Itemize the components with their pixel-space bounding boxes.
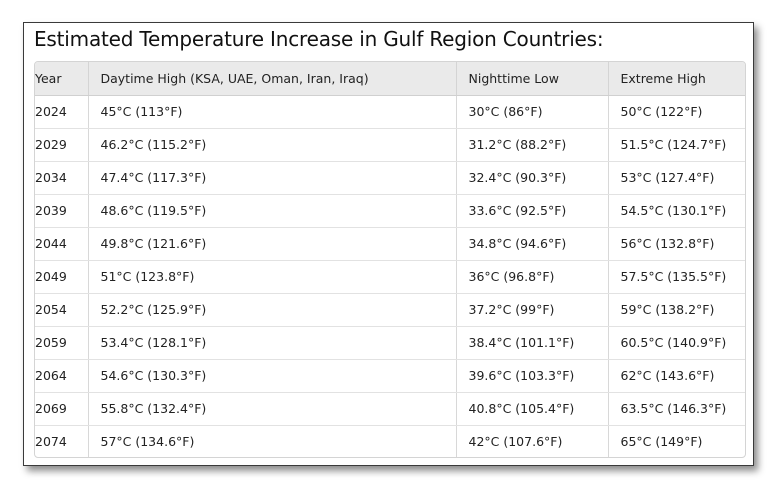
cell-year: 2054 (35, 293, 89, 327)
cell-nighttime-low: 38.4°C (101.1°F) (456, 326, 609, 360)
cell-nighttime-low: 31.2°C (88.2°F) (456, 128, 609, 162)
cell-daytime-high: 53.4°C (128.1°F) (88, 326, 457, 360)
table-row: 2029 46.2°C (115.2°F) 31.2°C (88.2°F) 51.5°… (35, 128, 745, 162)
column-header-extreme-high: Extreme High (608, 62, 745, 96)
cell-daytime-high: 57°C (134.6°F) (88, 425, 457, 457)
table-row: 2069 55.8°C (132.4°F) 40.8°C (105.4°F) 63.5… (35, 392, 745, 426)
table-row: 2064 54.6°C (130.3°F) 39.6°C (103.3°F) 62°C… (35, 359, 745, 393)
cell-year: 2034 (35, 161, 89, 195)
column-header-nighttime-low: Nighttime Low (456, 62, 609, 96)
cell-extreme-high: 51.5°C (124.7°F) (608, 128, 745, 162)
cell-daytime-high: 48.6°C (119.5°F) (88, 194, 457, 228)
cell-daytime-high: 52.2°C (125.9°F) (88, 293, 457, 327)
cell-daytime-high: 51°C (123.8°F) (88, 260, 457, 294)
cell-nighttime-low: 39.6°C (103.3°F) (456, 359, 609, 393)
cell-year: 2059 (35, 326, 89, 360)
table-row: 2044 49.8°C (121.6°F) 34.8°C (94.6°F) 56°C … (35, 227, 745, 261)
table-body: 2024 45°C (113°F) 30°C (86°F) 50°C (122°F) 2… (35, 95, 745, 457)
cell-extreme-high: 63.5°C (146.3°F) (608, 392, 745, 426)
cell-year: 2064 (35, 359, 89, 393)
cell-year: 2069 (35, 392, 89, 426)
cell-nighttime-low: 36°C (96.8°F) (456, 260, 609, 294)
cell-daytime-high: 45°C (113°F) (88, 95, 457, 129)
cell-daytime-high: 54.6°C (130.3°F) (88, 359, 457, 393)
header-row: Year Daytime High (KSA, UAE, Oman, Iran,… (35, 62, 745, 96)
cell-nighttime-low: 33.6°C (92.5°F) (456, 194, 609, 228)
cell-year: 2024 (35, 95, 89, 129)
cell-extreme-high: 54.5°C (130.1°F) (608, 194, 745, 228)
cell-extreme-high: 56°C (132.8°F) (608, 227, 745, 261)
column-header-year: Year (35, 62, 89, 96)
table-row: 2054 52.2°C (125.9°F) 37.2°C (99°F) 59°C (1… (35, 293, 745, 327)
cell-nighttime-low: 37.2°C (99°F) (456, 293, 609, 327)
table-card: Estimated Temperature Increase in Gulf R… (23, 22, 754, 466)
cell-extreme-high: 57.5°C (135.5°F) (608, 260, 745, 294)
page-title: Estimated Temperature Increase in Gulf R… (34, 27, 604, 51)
table-header: Year Daytime High (KSA, UAE, Oman, Iran,… (35, 62, 745, 96)
cell-extreme-high: 53°C (127.4°F) (608, 161, 745, 195)
column-header-daytime-high: Daytime High (KSA, UAE, Oman, Iran, Iraq… (88, 62, 457, 96)
cell-nighttime-low: 30°C (86°F) (456, 95, 609, 129)
cell-year: 2039 (35, 194, 89, 228)
table-row: 2049 51°C (123.8°F) 36°C (96.8°F) 57.5°C (1… (35, 260, 745, 294)
table-row: 2059 53.4°C (128.1°F) 38.4°C (101.1°F) 60.5… (35, 326, 745, 360)
table-row: 2034 47.4°C (117.3°F) 32.4°C (90.3°F) 53°C … (35, 161, 745, 195)
cell-year: 2074 (35, 425, 89, 457)
cell-extreme-high: 65°C (149°F) (620, 434, 703, 450)
cell-nighttime-low: 34.8°C (94.6°F) (456, 227, 609, 261)
cell-extreme-high: 59°C (138.2°F) (608, 293, 745, 327)
cell-daytime-high: 47.4°C (117.3°F) (88, 161, 457, 195)
cell-nighttime-low: 42°C (107.6°F) (456, 425, 609, 457)
cell-daytime-high: 49.8°C (121.6°F) (88, 227, 457, 261)
cell-daytime-high: 55.8°C (132.4°F) (88, 392, 457, 426)
cell-extreme-high: 60.5°C (140.9°F) (608, 326, 745, 360)
cell-daytime-high: 46.2°C (115.2°F) (88, 128, 457, 162)
table-container: Year Daytime High (KSA, UAE, Oman, Iran,… (34, 61, 746, 458)
cell-extreme-high: 50°C (122°F) (608, 95, 745, 129)
table-row: 2039 48.6°C (119.5°F) 33.6°C (92.5°F) 54.5°… (35, 194, 745, 228)
temperature-table: Year Daytime High (KSA, UAE, Oman, Iran,… (35, 62, 745, 457)
cell-year: 2049 (35, 260, 89, 294)
cell-extreme-high: 62°C (143.6°F) (608, 359, 745, 393)
cell-nighttime-low: 32.4°C (90.3°F) (456, 161, 609, 195)
table-row: 2074 57°C (134.6°F) 42°C (107.6°F) 65°C (14… (35, 425, 745, 457)
table-row: 2024 45°C (113°F) 30°C (86°F) 50°C (122°F) (35, 95, 745, 129)
cell-year: 2044 (35, 227, 89, 261)
cell-nighttime-low: 40.8°C (105.4°F) (456, 392, 609, 426)
cell-year: 2029 (35, 128, 89, 162)
